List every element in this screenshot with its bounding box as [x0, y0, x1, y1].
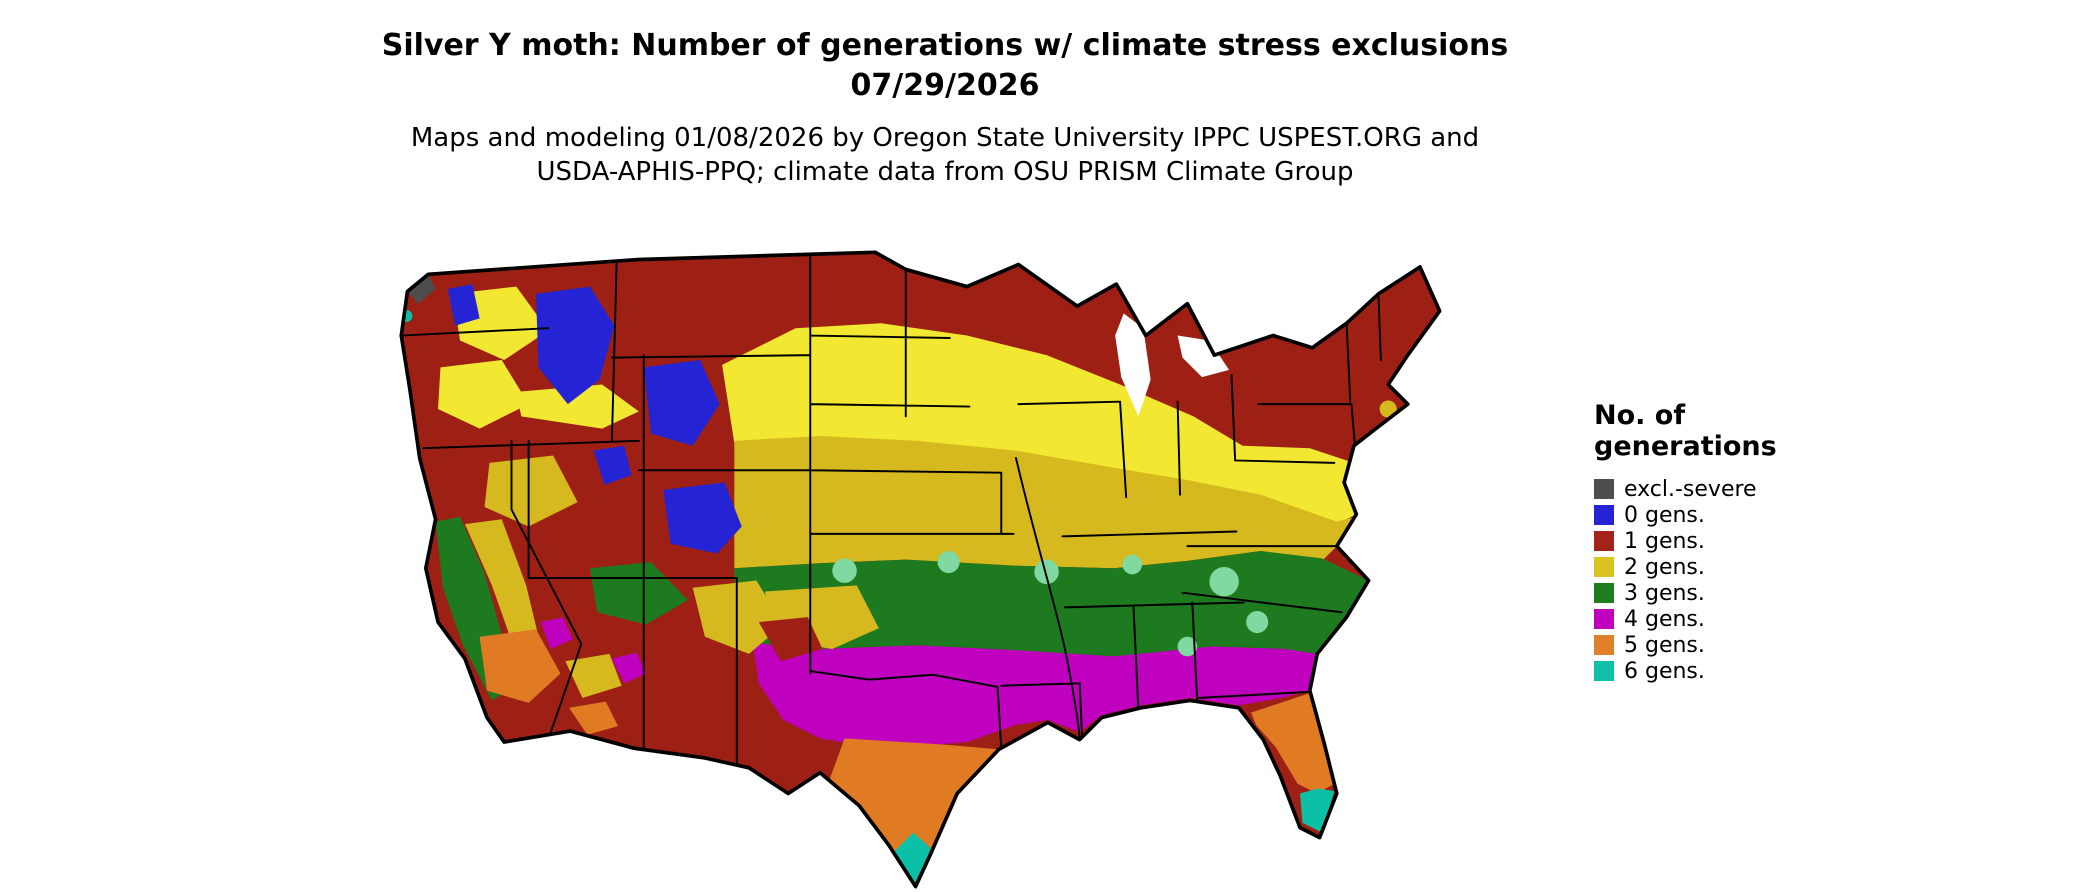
- region-2-gens-oregon: [438, 360, 529, 429]
- legend-swatch: [1594, 661, 1614, 681]
- legend-label: 5 gens.: [1624, 632, 1705, 658]
- legend-title-line1: No. of: [1594, 400, 1686, 431]
- region-0-gens-idaho: [535, 286, 615, 405]
- region-3-gens-band: [734, 551, 1369, 657]
- region-0-gens-wyoming: [643, 360, 720, 446]
- legend-swatch: [1594, 635, 1614, 655]
- legend-label: excl.-severe: [1624, 476, 1757, 502]
- legend: No. of generations excl.-severe 0 gens. …: [1594, 400, 1777, 684]
- legend-item: 6 gens.: [1594, 658, 1777, 684]
- title-date: 07/29/2026: [850, 68, 1040, 103]
- legend-title: No. of generations: [1594, 400, 1777, 462]
- region-5-gens-arizona-south: [569, 701, 619, 735]
- region-6-gens-florida-tip: [1300, 788, 1335, 833]
- region-1-gens-texas-patch: [758, 617, 823, 662]
- subtitle-line2: USDA-APHIS-PPQ; climate data from OSU PR…: [536, 157, 1354, 187]
- region-6-gens-texas-tip: [893, 832, 933, 887]
- legend-label: 0 gens.: [1624, 502, 1705, 528]
- lake-michigan: [1115, 313, 1151, 417]
- legend-swatch: [1594, 557, 1614, 577]
- legend-label: 3 gens.: [1624, 580, 1705, 606]
- legend-label: 2 gens.: [1624, 554, 1705, 580]
- region-excl-severe: [407, 274, 436, 304]
- region-2-gens-gold-band: [734, 435, 1357, 569]
- mint-speck: [1177, 636, 1198, 657]
- region-5-gens-florida: [1251, 693, 1335, 794]
- mint-speck: [1122, 554, 1143, 575]
- region-2-gens-arizona-gold: [565, 653, 622, 698]
- region-2-gens-yellow-band: [722, 323, 1357, 525]
- region-0-gens-cascades: [447, 284, 480, 326]
- region-2-gens-westtexas-gold: [692, 580, 784, 654]
- region-2-gens-nevada-gold: [484, 455, 578, 527]
- legend-item: excl.-severe: [1594, 476, 1777, 502]
- us-outline: [399, 250, 1442, 889]
- title-block: Silver Y moth: Number of generations w/ …: [0, 26, 1890, 106]
- mint-speck: [832, 558, 857, 583]
- region-5-gens-texas: [829, 738, 999, 887]
- subtitle-block: Maps and modeling 01/08/2026 by Oregon S…: [0, 121, 1890, 189]
- legend-label: 4 gens.: [1624, 606, 1705, 632]
- mint-speck: [1246, 611, 1269, 634]
- region-5-gens-arizona: [479, 629, 561, 703]
- region-4-gens-band: [752, 642, 1318, 747]
- legend-item: 2 gens.: [1594, 554, 1777, 580]
- legend-label: 6 gens.: [1624, 658, 1705, 684]
- legend-swatch: [1594, 531, 1614, 551]
- page-title: Silver Y moth: Number of generations w/ …: [381, 28, 1509, 63]
- us-generations-map: [399, 250, 1442, 889]
- legend-label: 1 gens.: [1624, 528, 1705, 554]
- region-0-gens-colorado: [663, 482, 742, 554]
- legend-item: 4 gens.: [1594, 606, 1777, 632]
- state-borders: [401, 253, 1382, 770]
- legend-item: 1 gens.: [1594, 528, 1777, 554]
- region-2-gens-snake-river: [516, 384, 639, 429]
- legend-swatch: [1594, 479, 1614, 499]
- mint-speck: [1209, 566, 1239, 597]
- legend-item: 3 gens.: [1594, 580, 1777, 606]
- subtitle-line1: Maps and modeling 01/08/2026 by Oregon S…: [410, 123, 1480, 153]
- region-4-gens-newmexico-speck: [611, 652, 647, 684]
- mint-speck: [937, 551, 960, 574]
- region-0-gens-utah: [593, 445, 632, 485]
- legend-swatch: [1594, 583, 1614, 603]
- region-2-gens-capecod: [1379, 400, 1397, 418]
- legend-item: 5 gens.: [1594, 632, 1777, 658]
- legend-title-line2: generations: [1594, 431, 1777, 462]
- region-2-gens-california-gold: [464, 519, 541, 669]
- region-4-gens-arizona-speck: [540, 617, 573, 650]
- lake-huron: [1177, 335, 1230, 378]
- mint-speck: [1034, 559, 1059, 585]
- legend-item: 0 gens.: [1594, 502, 1777, 528]
- legend-swatch: [1594, 609, 1614, 629]
- legend-swatch: [1594, 505, 1614, 525]
